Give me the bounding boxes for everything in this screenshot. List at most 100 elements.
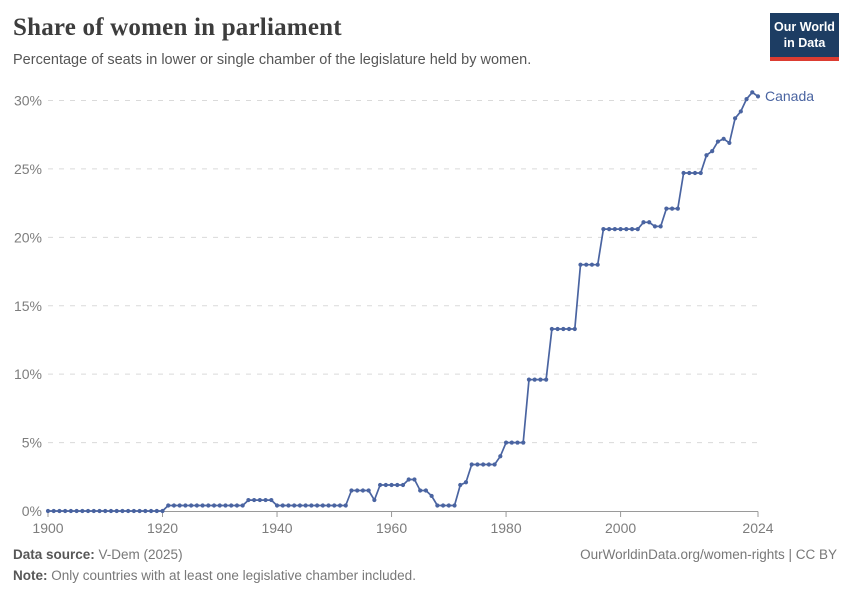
- canada-series-marker: [263, 497, 268, 503]
- data-source: Data source: V-Dem (2025): [13, 547, 183, 562]
- canada-series-marker: [131, 508, 136, 514]
- canada-series-marker: [589, 262, 595, 267]
- canada-series-marker: [389, 482, 394, 488]
- canada-series-marker: [166, 503, 171, 508]
- canada-series-marker: [681, 170, 686, 176]
- canada-series-marker: [503, 440, 509, 445]
- canada-series-marker: [148, 508, 154, 514]
- canada-series-marker: [687, 170, 692, 176]
- canada-series-marker: [486, 462, 491, 467]
- canada-series-marker: [698, 170, 703, 176]
- canada-series-marker: [229, 503, 234, 508]
- canada-series-marker: [326, 503, 331, 508]
- canada-series-marker: [85, 508, 91, 514]
- canada-series-marker: [103, 508, 108, 514]
- canada-series-marker: [297, 503, 303, 508]
- chart-note: Note: Only countries with at least one l…: [13, 568, 837, 583]
- canada-series-line[interactable]: [47, 91, 759, 512]
- x-axis-label-1980: 1980: [490, 520, 521, 536]
- canada-series-marker: [704, 153, 709, 158]
- canada-series-marker: [446, 503, 451, 508]
- canada-series-marker: [171, 503, 177, 508]
- canada-series-marker: [63, 508, 68, 514]
- canada-series-marker: [652, 224, 658, 229]
- canada-series-marker: [481, 462, 486, 467]
- canada-series-marker: [114, 508, 119, 514]
- canada-series-marker: [549, 326, 554, 332]
- owid-link[interactable]: OurWorldinData.org/women-rights | CC BY: [580, 547, 837, 562]
- canada-series-marker: [440, 503, 446, 508]
- canada-series-marker: [292, 503, 297, 508]
- canada-series-marker: [710, 149, 715, 154]
- note-label: Note:: [13, 568, 48, 583]
- canada-series-marker: [349, 488, 354, 493]
- canada-series-marker: [406, 477, 411, 482]
- y-axis-label-20pct: 20%: [14, 229, 42, 245]
- canada-series-marker: [137, 508, 142, 514]
- x-axis-label-1900: 1900: [32, 520, 63, 536]
- canada-series-marker: [624, 227, 629, 232]
- canada-series-marker: [252, 497, 257, 503]
- canada-series-marker: [658, 224, 663, 229]
- canada-series-marker: [337, 503, 343, 508]
- y-axis-label-5pct: 5%: [22, 435, 42, 451]
- canada-series-marker: [211, 503, 217, 508]
- canada-series-marker: [738, 109, 743, 114]
- canada-series-marker: [532, 377, 537, 382]
- canada-series-marker: [727, 140, 732, 146]
- x-axis-label-2000: 2000: [605, 520, 636, 536]
- canada-series-marker: [274, 503, 280, 508]
- canada-series-marker: [315, 503, 320, 508]
- canada-series-marker: [366, 488, 371, 493]
- canada-series-marker: [360, 488, 366, 493]
- canada-series-marker: [498, 454, 503, 459]
- canada-series-marker: [120, 508, 125, 514]
- canada-series-marker: [257, 497, 262, 503]
- x-axis-label-1940: 1940: [261, 520, 292, 536]
- canada-series-marker: [429, 493, 434, 499]
- canada-series-marker: [45, 508, 51, 514]
- canada-series-marker: [108, 508, 114, 514]
- data-source-label: Data source:: [13, 547, 95, 562]
- x-axis-label-2024: 2024: [742, 520, 773, 536]
- canada-series-marker: [51, 508, 56, 514]
- canada-series-marker: [715, 139, 721, 144]
- canada-series-marker: [332, 503, 337, 508]
- canada-series-marker: [320, 503, 325, 508]
- canada-series-marker: [566, 326, 572, 332]
- canada-series-marker: [377, 482, 383, 488]
- canada-series-marker: [647, 220, 652, 225]
- canada-series-marker: [635, 227, 640, 232]
- canada-series-marker: [423, 488, 429, 493]
- canada-series-marker: [629, 227, 635, 232]
- canada-series-marker: [458, 482, 463, 488]
- canada-series-marker: [744, 97, 749, 102]
- canada-series-marker: [223, 503, 228, 508]
- canada-series-marker: [641, 220, 646, 225]
- canada-series-marker: [435, 503, 440, 508]
- canada-series-marker: [194, 503, 199, 508]
- canada-series-marker: [670, 206, 675, 211]
- canada-series-marker: [383, 482, 388, 488]
- canada-series-marker: [183, 503, 188, 508]
- canada-series-marker: [755, 94, 761, 99]
- canada-series-marker: [509, 440, 514, 445]
- canada-series-marker: [206, 503, 211, 508]
- canada-series-marker: [286, 503, 291, 508]
- y-axis-label-25pct: 25%: [14, 161, 42, 177]
- owid-logo[interactable]: Our World in Data: [770, 13, 839, 61]
- canada-series-marker: [143, 508, 148, 514]
- canada-series-marker: [418, 488, 423, 493]
- y-axis-label-15pct: 15%: [14, 298, 42, 314]
- canada-series-marker: [154, 508, 159, 514]
- canada-series-marker: [200, 503, 205, 508]
- note-value: Only countries with at least one legisla…: [47, 568, 416, 583]
- canada-series-marker: [492, 462, 497, 467]
- canada-entity-label[interactable]: Canada: [765, 88, 814, 104]
- canada-series-marker: [395, 482, 400, 488]
- canada-series-marker: [303, 503, 308, 508]
- canada-series-marker: [601, 227, 606, 232]
- canada-series-marker: [675, 206, 680, 211]
- canada-series-marker: [721, 136, 726, 141]
